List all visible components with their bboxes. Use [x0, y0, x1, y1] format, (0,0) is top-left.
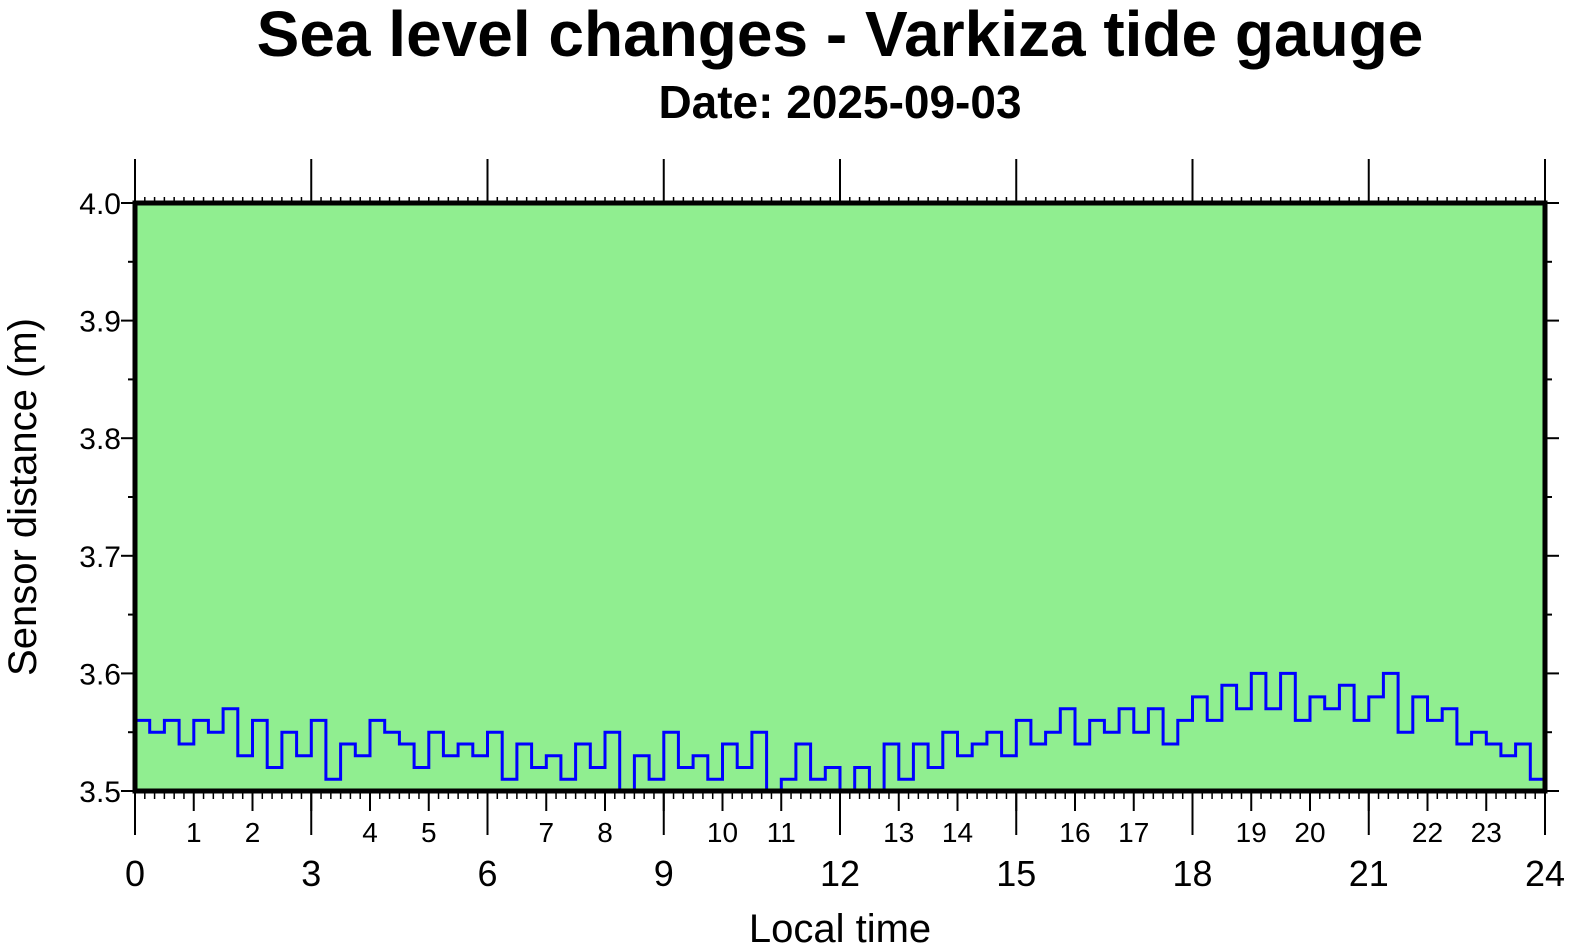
x-hour-tick-label: 4	[362, 817, 378, 848]
y-tick-label: 3.9	[79, 306, 121, 339]
x-hour-tick-label: 20	[1294, 817, 1325, 848]
x-hour-tick-label: 11	[767, 817, 796, 848]
x-major-tick-label: 15	[996, 853, 1036, 894]
y-tick-label: 3.8	[79, 423, 121, 456]
x-major-tick-label: 21	[1349, 853, 1389, 894]
y-axis-label: Sensor distance (m)	[1, 318, 45, 676]
x-major-tick-label: 0	[125, 853, 145, 894]
tick-labels: 3.53.63.73.83.94.00 3 6 9 12 15 18 21 241 2 4 5 7 8 10…	[79, 188, 1565, 894]
y-tick-label: 3.6	[79, 658, 121, 691]
x-major-tick-label: 3	[301, 853, 321, 894]
x-hour-tick-label: 13	[883, 817, 914, 848]
x-major-tick-label: 18	[1172, 853, 1212, 894]
x-hour-tick-label: 19	[1236, 817, 1267, 848]
x-hour-tick-label: 23	[1471, 817, 1502, 848]
x-hour-tick-label: 16	[1059, 817, 1090, 848]
y-tick-label: 3.5	[79, 776, 121, 809]
chart-title: Sea level changes - Varkiza tide gauge	[257, 0, 1424, 70]
x-axis-label: Local time	[749, 907, 931, 950]
x-major-tick-label: 24	[1525, 853, 1565, 894]
y-tick-label: 3.7	[79, 541, 121, 574]
plot-area	[135, 203, 1545, 791]
x-hour-tick-label: 17	[1118, 817, 1149, 848]
x-hour-tick-label: 2	[245, 817, 261, 848]
x-hour-tick-label: 1	[186, 817, 202, 848]
y-tick-label: 4.0	[79, 188, 121, 221]
x-major-tick-label: 12	[820, 853, 860, 894]
x-major-tick-label: 9	[654, 853, 674, 894]
x-hour-tick-label: 10	[707, 817, 738, 848]
plot-frame	[132, 200, 1548, 794]
chart-subtitle: Date: 2025-09-03	[658, 76, 1021, 128]
x-major-tick-label: 6	[477, 853, 497, 894]
x-hour-tick-label: 14	[942, 817, 973, 848]
x-hour-tick-label: 8	[597, 817, 613, 848]
x-hour-tick-label: 5	[421, 817, 437, 848]
x-hour-tick-label: 7	[538, 817, 554, 848]
x-hour-tick-label: 22	[1412, 817, 1443, 848]
